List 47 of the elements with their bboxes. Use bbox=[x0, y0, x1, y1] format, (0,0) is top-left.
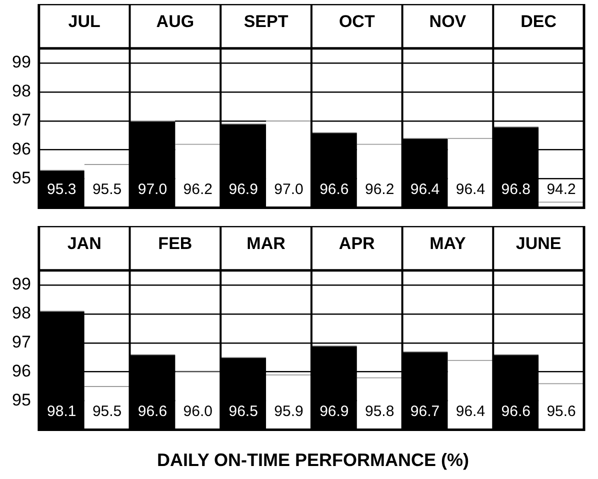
x-tick-label: MAR bbox=[246, 234, 286, 253]
data-label: 96.6 bbox=[320, 180, 349, 198]
data-label: 96.2 bbox=[364, 180, 394, 198]
data-label: 96.4 bbox=[456, 180, 486, 198]
x-tick-label: JUNE bbox=[516, 234, 562, 253]
y-tick-label: 96 bbox=[12, 362, 31, 381]
data-label: 96.9 bbox=[320, 402, 349, 420]
y-tick-label: 98 bbox=[12, 82, 31, 101]
data-label: 96.5 bbox=[228, 402, 258, 420]
data-label: 96.6 bbox=[138, 402, 168, 420]
x-tick-label: FEB bbox=[158, 234, 192, 253]
data-label: 96.4 bbox=[410, 180, 440, 198]
y-tick-label: 99 bbox=[12, 52, 31, 72]
y-tick-label: 99 bbox=[12, 274, 31, 294]
x-tick-label: DEC bbox=[520, 12, 557, 31]
x-tick-label: SEPT bbox=[244, 12, 289, 31]
data-label: 95.9 bbox=[274, 402, 304, 420]
y-tick-label: 95 bbox=[12, 390, 31, 410]
y-tick-label: 98 bbox=[12, 304, 31, 323]
data-label: 97.0 bbox=[274, 180, 304, 198]
data-label: 96.2 bbox=[183, 180, 212, 198]
data-label: 97.0 bbox=[138, 180, 168, 198]
data-label: 98.1 bbox=[47, 402, 76, 420]
data-label: 95.5 bbox=[92, 180, 122, 198]
data-label: 96.7 bbox=[410, 402, 440, 420]
x-tick-label: JAN bbox=[67, 234, 102, 253]
y-tick-label: 95 bbox=[12, 168, 31, 188]
x-tick-label: MAY bbox=[430, 234, 466, 253]
x-tick-label: JUL bbox=[68, 12, 100, 31]
data-label: 96.0 bbox=[183, 402, 212, 420]
data-label: 96.4 bbox=[456, 402, 486, 420]
data-label: 96.6 bbox=[501, 402, 530, 420]
x-tick-label: AUG bbox=[156, 12, 194, 31]
y-tick-label: 96 bbox=[12, 140, 31, 159]
data-label: 95.5 bbox=[92, 402, 122, 420]
x-axis-title: DAILY ON-TIME PERFORMANCE (%) bbox=[156, 450, 470, 471]
data-label: 96.9 bbox=[228, 180, 258, 198]
data-label: 95.8 bbox=[364, 402, 394, 420]
x-tick-label: OCT bbox=[338, 12, 376, 31]
y-tick-label: 97 bbox=[12, 332, 31, 352]
data-label: 95.3 bbox=[47, 180, 76, 198]
x-tick-label: NOV bbox=[429, 12, 467, 31]
data-label: 95.6 bbox=[546, 402, 576, 420]
data-label: 94.2 bbox=[546, 180, 576, 198]
y-tick-label: 97 bbox=[12, 110, 31, 130]
data-label: 96.8 bbox=[501, 180, 530, 198]
x-tick-label: APR bbox=[338, 234, 375, 253]
